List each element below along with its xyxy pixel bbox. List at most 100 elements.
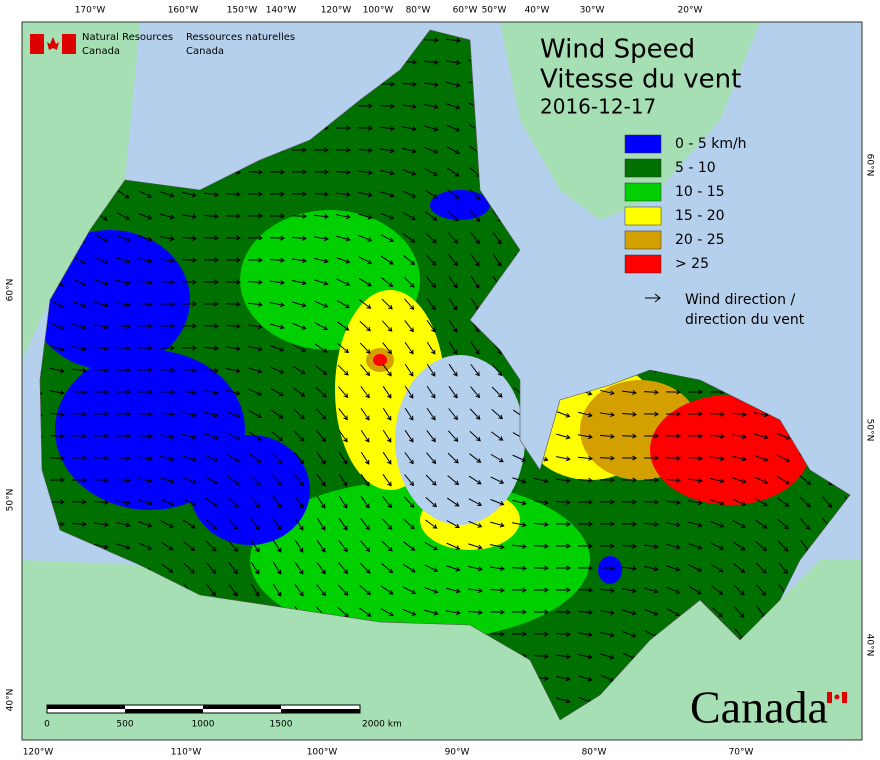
wind-arrow [622, 588, 637, 594]
maple-leaf [47, 37, 59, 50]
wind-arrow [402, 212, 416, 221]
wind-arrow [643, 477, 659, 483]
scale-seg [281, 709, 360, 713]
wind-arrow [116, 189, 130, 199]
wind-arrow [116, 257, 131, 264]
wind-arrow [600, 631, 615, 638]
wind-arrow [710, 563, 724, 573]
wind-arrow [314, 279, 329, 286]
wind-arrow [382, 496, 392, 509]
wind-arrow [337, 606, 349, 618]
wind-arrow [272, 517, 282, 531]
wind-arrow [732, 477, 747, 484]
wind-arrow [337, 321, 350, 331]
legend-swatch [624, 134, 662, 154]
wind-arrow [599, 455, 615, 461]
wind-arrow [248, 431, 262, 441]
zone [650, 395, 810, 505]
wind-arrow [448, 319, 458, 333]
wind-arrow [270, 345, 285, 352]
wind-arrow [556, 565, 571, 571]
wind-arrow [205, 519, 218, 530]
wind-arrow [468, 543, 483, 550]
wind-arrow [225, 257, 241, 263]
wind-arrow [665, 455, 681, 461]
wind-arrow [316, 517, 326, 531]
flag-bar [62, 34, 76, 54]
wind-arrow [138, 478, 153, 484]
wind-arrow [621, 433, 637, 439]
wind-arrow [203, 323, 219, 329]
wind-arrow [490, 453, 504, 463]
wind-arrow [138, 499, 153, 506]
wind-arrow [271, 431, 284, 442]
wind-arrow [115, 367, 131, 373]
wind-arrow [313, 147, 329, 153]
wind-arrow [577, 565, 593, 571]
wind-arrow [425, 519, 438, 529]
wind-arrow [338, 429, 348, 443]
wind-arrow [72, 278, 87, 286]
wind-arrow [426, 385, 436, 399]
wind-arrow [402, 190, 417, 198]
wind-arrow [358, 213, 373, 220]
agency-fr: Canada [186, 46, 224, 57]
wind-arrow [72, 323, 87, 330]
wind-arrow [115, 477, 131, 483]
wind-arrow [754, 433, 769, 440]
wind-arrow [710, 520, 725, 528]
wind-arrow [381, 277, 394, 288]
wind-arrow [379, 81, 395, 87]
wind-arrow [754, 412, 769, 418]
wind-arrow [159, 411, 175, 417]
wind-arrow [599, 433, 615, 439]
wind-arrow [401, 103, 417, 109]
wind-arrow [426, 363, 436, 377]
wind-arrow [469, 453, 482, 463]
wind-arrow [470, 275, 480, 289]
legend-arrow [645, 293, 661, 303]
wind-arrow [137, 301, 153, 307]
wind-arrow [404, 474, 415, 487]
wind-arrow [248, 388, 263, 396]
greenland-land [500, 22, 760, 220]
wind-arrow [403, 541, 416, 551]
wind-arrow [203, 301, 219, 307]
wind-arrow [643, 389, 659, 395]
wind-arrow [448, 363, 458, 377]
wind-arrow [381, 563, 394, 574]
wind-arrow [426, 276, 437, 289]
wind-arrow [578, 434, 593, 440]
wind-arrow [336, 235, 351, 242]
wind-arrow [314, 343, 328, 353]
wind-arrow [269, 279, 285, 285]
wind-arrow [599, 565, 615, 571]
wind-arrow [203, 345, 219, 351]
wind-arrow [160, 456, 175, 462]
wind-arrow [688, 564, 703, 572]
wind-arrow [159, 367, 175, 373]
wind-arrow [138, 235, 153, 242]
wind-arrow [183, 541, 196, 552]
wind-arrow [358, 234, 373, 242]
legend-label: 0 - 5 km/h [675, 136, 747, 152]
wind-arrow [272, 583, 282, 597]
lon-label: 20°W [678, 6, 703, 16]
wind-arrow [644, 587, 659, 594]
wind-arrow [425, 232, 437, 244]
lat-label: 40°N [6, 689, 16, 712]
wind-arrow [360, 495, 370, 509]
wind-arrow [423, 59, 439, 65]
lon-label: 170°W [75, 6, 106, 16]
wind-arrow [446, 565, 461, 572]
legend-swatch [624, 182, 662, 202]
wind-arrow [754, 476, 769, 484]
wind-arrow [338, 408, 348, 421]
wind-arrow [181, 367, 197, 373]
legend-label: 10 - 15 [675, 184, 725, 200]
wind-arrow [445, 37, 461, 43]
wind-arrow [316, 495, 326, 509]
lon-label: 120°W [23, 748, 54, 758]
lon-label: 100°W [307, 748, 338, 758]
wind-arrow [116, 521, 131, 528]
